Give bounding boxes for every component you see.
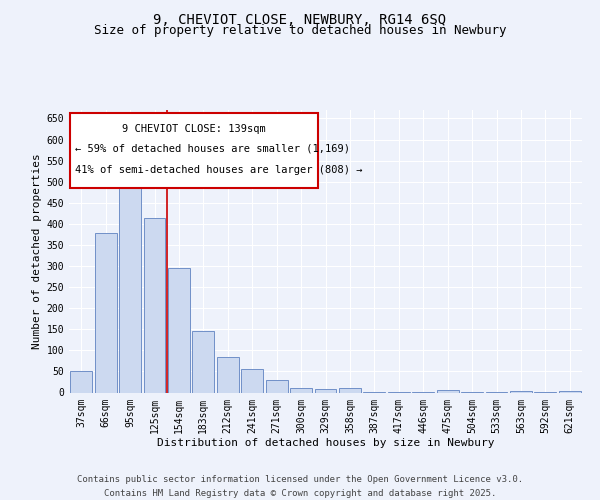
Bar [314,389,337,392]
Bar [559,391,581,392]
Text: Contains public sector information licensed under the Open Government Licence v3: Contains public sector information licen… [77,474,523,484]
Bar [339,388,361,392]
Bar [437,390,458,392]
Bar [70,372,92,392]
Bar [193,330,214,392]
Text: 41% of semi-detached houses are larger (808) →: 41% of semi-detached houses are larger (… [75,165,362,175]
X-axis label: Distribution of detached houses by size in Newbury: Distribution of detached houses by size … [157,438,494,448]
Bar [241,370,263,392]
Bar [168,268,190,392]
Bar [290,388,312,392]
Y-axis label: Number of detached properties: Number of detached properties [32,154,43,349]
Bar [119,173,141,392]
Bar [95,233,116,392]
Bar [510,391,532,392]
Text: Size of property relative to detached houses in Newbury: Size of property relative to detached ho… [94,24,506,37]
Bar [143,218,166,392]
Text: 9 CHEVIOT CLOSE: 139sqm: 9 CHEVIOT CLOSE: 139sqm [122,124,266,134]
Bar [266,380,287,392]
Text: ← 59% of detached houses are smaller (1,169): ← 59% of detached houses are smaller (1,… [75,144,350,154]
Bar [217,356,239,392]
Text: Contains HM Land Registry data © Crown copyright and database right 2025.: Contains HM Land Registry data © Crown c… [104,488,496,498]
Text: 9, CHEVIOT CLOSE, NEWBURY, RG14 6SQ: 9, CHEVIOT CLOSE, NEWBURY, RG14 6SQ [154,12,446,26]
